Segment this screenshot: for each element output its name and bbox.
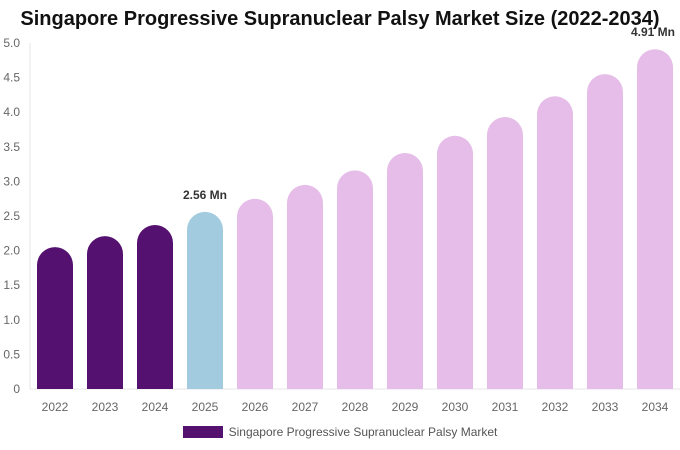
chart-title: Singapore Progressive Supranuclear Palsy…	[20, 8, 660, 30]
y-tick-label: 0	[13, 382, 20, 396]
legend-swatch	[182, 426, 223, 438]
x-tick-label: 2025	[192, 400, 219, 414]
y-tick-label: 1.0	[3, 313, 20, 327]
bar-2024	[137, 224, 173, 389]
x-tick-label: 2026	[242, 400, 269, 414]
bar-2028	[337, 170, 373, 389]
y-tick-label: 0.5	[3, 347, 20, 361]
bar-2022	[37, 247, 73, 389]
data-label: 4.91 Mn	[631, 25, 675, 39]
x-tick-label: 2024	[142, 400, 169, 414]
y-tick-label: 4.5	[3, 71, 20, 85]
y-tick-label: 5.0	[3, 36, 20, 50]
x-tick-label: 2031	[492, 400, 519, 414]
x-tick-label: 2034	[642, 400, 669, 414]
data-label: 2.56 Mn	[183, 188, 227, 202]
x-tick-label: 2032	[542, 400, 569, 414]
y-tick-label: 1.5	[3, 278, 20, 292]
x-tick-label: 2027	[292, 400, 319, 414]
y-tick-label: 3.0	[3, 174, 20, 188]
y-tick-label: 4.0	[3, 105, 20, 119]
bar-2027	[287, 184, 323, 389]
legend: Singapore Progressive Supranuclear Palsy…	[0, 425, 680, 439]
x-tick-label: 2022	[42, 400, 69, 414]
bar-2034	[637, 49, 673, 389]
bar-2031	[487, 117, 523, 389]
x-tick-label: 2028	[342, 400, 369, 414]
bar-2032	[537, 96, 573, 389]
bar-2025	[187, 211, 223, 389]
bar-2026	[237, 198, 273, 389]
x-tick-label: 2023	[92, 400, 119, 414]
bar-2033	[587, 74, 623, 389]
x-tick-label: 2033	[592, 400, 619, 414]
bar-2030	[437, 135, 473, 389]
legend-label: Singapore Progressive Supranuclear Palsy…	[228, 425, 498, 439]
y-tick-label: 3.5	[3, 140, 20, 154]
y-tick-label: 2.0	[3, 244, 20, 258]
bar-2023	[87, 236, 123, 389]
y-tick-label: 2.5	[3, 209, 20, 223]
x-tick-label: 2029	[392, 400, 419, 414]
x-tick-label: 2030	[442, 400, 469, 414]
bar-2029	[387, 153, 423, 389]
